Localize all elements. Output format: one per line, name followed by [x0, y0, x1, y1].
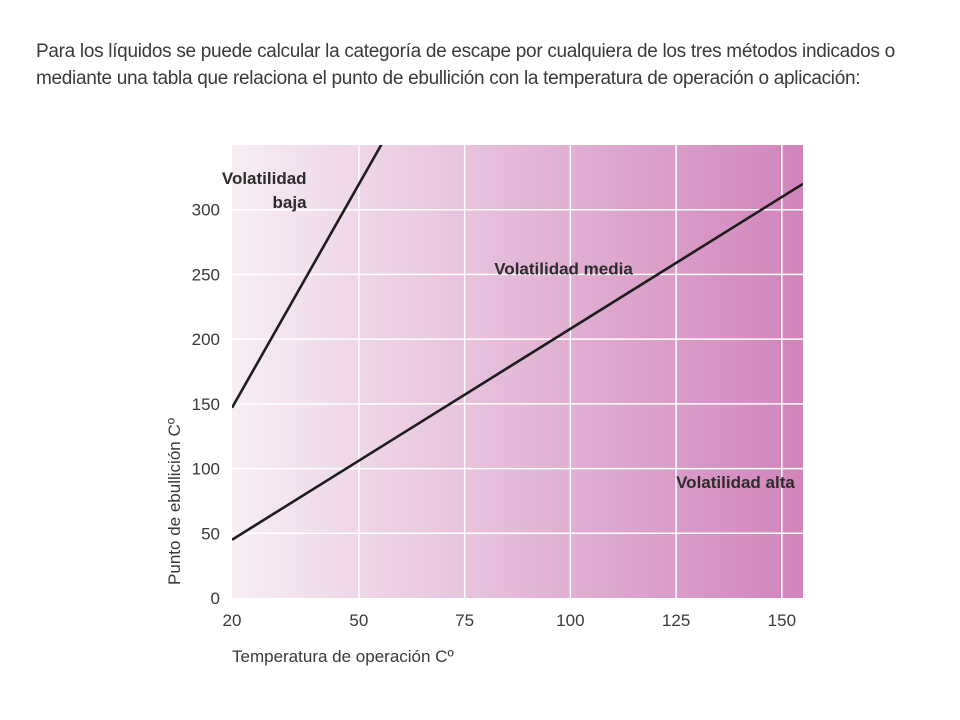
y-tick-label-100: 100: [192, 460, 220, 479]
x-axis-ticks: 20 50 75 100 125 150: [223, 611, 797, 630]
region-label-2-line-1: Volatilidad media: [494, 259, 633, 278]
intro-paragraph: Para los líquidos se puede calcular la c…: [36, 41, 895, 89]
x-tick-label-20: 20: [223, 611, 242, 630]
series-line-2: [232, 182, 803, 541]
y-axis-title: Punto de ebullición Cº: [165, 418, 184, 585]
region-labels: Volatilidad baja Volatilidad media Volatili…: [222, 169, 795, 492]
x-tick-label-150: 150: [768, 611, 796, 630]
y-axis-ticks: 0 50 100 150 200 250 300: [192, 201, 220, 608]
y-tick-label-150: 150: [192, 395, 220, 414]
series-lines: [232, 145, 803, 541]
region-label-1-line-2: baja: [273, 193, 308, 212]
grid-lines: [232, 145, 803, 598]
x-axis-title: Temperatura de operación Cº: [232, 647, 454, 666]
y-tick-label-200: 200: [192, 330, 220, 349]
region-label-1-line-1: Volatilidad: [222, 169, 307, 188]
y-tick-label-0: 0: [211, 589, 220, 608]
x-tick-label-100: 100: [556, 611, 584, 630]
x-tick-label-75: 75: [455, 611, 474, 630]
y-tick-label-300: 300: [192, 201, 220, 220]
region-label-3-line-1: Volatilidad alta: [676, 473, 795, 492]
plot-area: [232, 145, 803, 598]
x-tick-label-125: 125: [662, 611, 690, 630]
y-tick-label-50: 50: [201, 524, 220, 543]
series-line-1: [232, 145, 383, 409]
x-tick-label-50: 50: [349, 611, 368, 630]
y-tick-label-250: 250: [192, 265, 220, 284]
